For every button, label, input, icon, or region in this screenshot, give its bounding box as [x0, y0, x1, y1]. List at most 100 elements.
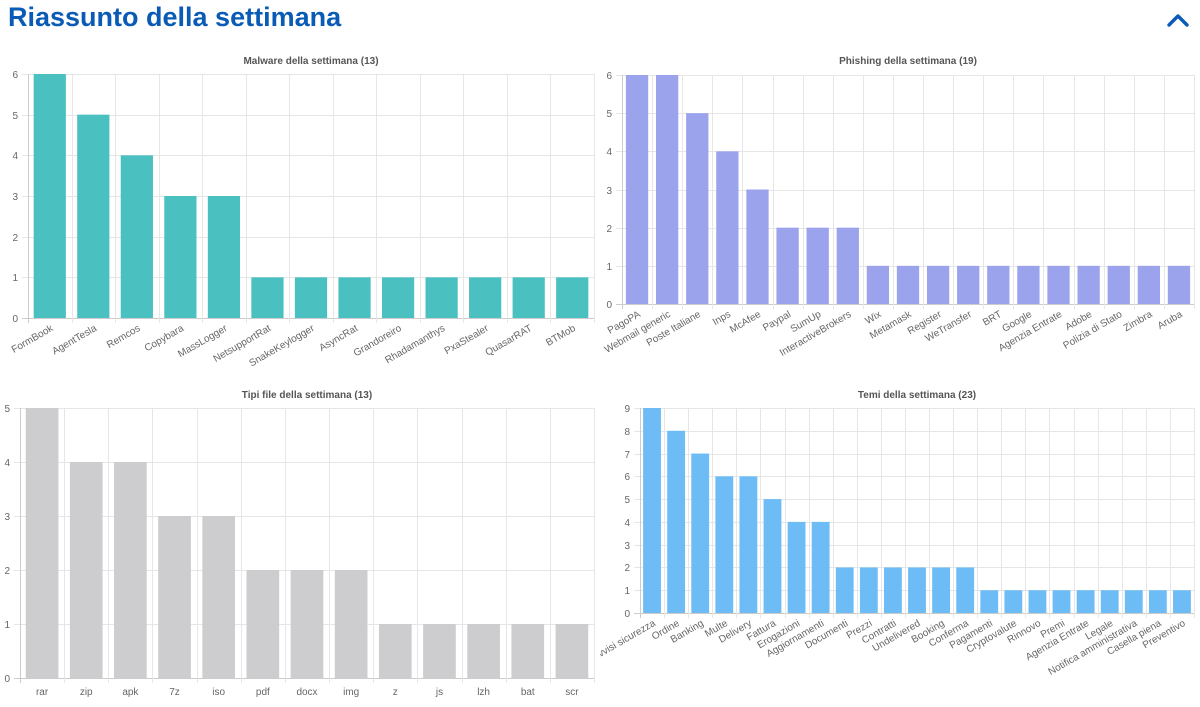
- bar-themes-18[interactable]: [1076, 590, 1095, 613]
- bar-themes-19[interactable]: [1100, 590, 1119, 613]
- page-title: Riassunto della settimana: [8, 2, 342, 32]
- x-tick-label: zip: [80, 687, 93, 698]
- bar-filetypes-12[interactable]: [555, 624, 589, 678]
- bar-phishing-5[interactable]: [776, 227, 799, 304]
- chevron-up-icon: [1167, 14, 1189, 27]
- bar-themes-4[interactable]: [739, 476, 758, 613]
- y-tick-label: 6: [12, 70, 18, 81]
- y-tick-label: 2: [4, 566, 10, 577]
- bar-themes-15[interactable]: [1004, 590, 1023, 613]
- bar-themes-2[interactable]: [691, 453, 710, 613]
- bar-malware-3[interactable]: [164, 196, 197, 318]
- bar-phishing-17[interactable]: [1137, 265, 1160, 304]
- bar-malware-10[interactable]: [469, 277, 502, 318]
- bar-phishing-15[interactable]: [1077, 265, 1100, 304]
- bar-malware-9[interactable]: [425, 277, 458, 318]
- bar-phishing-9[interactable]: [896, 265, 920, 304]
- bar-themes-3[interactable]: [715, 476, 734, 613]
- y-tick-label: 3: [606, 186, 612, 197]
- filetypes-chart-svg: Tipi file della settimana (13) 0 1 2 3 4 5 rar z…: [4, 390, 595, 698]
- x-tick-label: Zimbra: [1122, 309, 1155, 334]
- bar-malware-12[interactable]: [556, 277, 589, 318]
- bar-themes-14[interactable]: [980, 590, 999, 613]
- bar-malware-1[interactable]: [77, 114, 110, 319]
- y-tick-label: 6: [624, 472, 630, 483]
- bar-malware-6[interactable]: [294, 277, 328, 318]
- bar-themes-17[interactable]: [1052, 590, 1071, 613]
- bar-themes-0[interactable]: [643, 408, 661, 613]
- bar-themes-1[interactable]: [667, 430, 686, 613]
- y-tick-label: 1: [12, 273, 18, 284]
- bar-themes-13[interactable]: [956, 567, 975, 613]
- bar-themes-22[interactable]: [1173, 590, 1191, 613]
- bar-themes-21[interactable]: [1148, 590, 1167, 613]
- bar-filetypes-2[interactable]: [114, 462, 147, 678]
- bar-filetypes-1[interactable]: [69, 462, 103, 678]
- bar-phishing-0[interactable]: [625, 75, 649, 304]
- bar-themes-7[interactable]: [811, 521, 830, 613]
- bar-phishing-7[interactable]: [836, 227, 859, 304]
- bar-phishing-4[interactable]: [746, 189, 769, 305]
- bar-themes-10[interactable]: [884, 567, 902, 613]
- bar-filetypes-4[interactable]: [202, 516, 236, 678]
- bar-filetypes-6[interactable]: [290, 570, 324, 678]
- bar-malware-4[interactable]: [207, 196, 241, 318]
- bar-phishing-3[interactable]: [716, 151, 739, 304]
- bar-filetypes-10[interactable]: [467, 624, 500, 678]
- bar-themes-16[interactable]: [1028, 590, 1047, 613]
- bar-filetypes-7[interactable]: [334, 570, 368, 678]
- bar-malware-8[interactable]: [381, 277, 415, 318]
- chart-title: Temi della settimana (23): [858, 390, 976, 401]
- bar-malware-11[interactable]: [512, 277, 545, 318]
- bar-malware-5[interactable]: [251, 277, 284, 318]
- x-tick-label: BTMob: [544, 323, 578, 349]
- bar-phishing-18[interactable]: [1167, 265, 1191, 304]
- themes-chart-svg: Temi della settimana (23) 0 1 2 3 4 5 6 7 8 9 Avvis…: [600, 390, 1195, 678]
- bar-filetypes-0[interactable]: [25, 408, 59, 678]
- bar-filetypes-11[interactable]: [511, 624, 545, 678]
- bar-themes-11[interactable]: [908, 567, 926, 613]
- x-tick-label: QuasarRAT: [484, 323, 535, 359]
- y-tick-label: 1: [606, 262, 612, 273]
- y-tick-label: 5: [606, 109, 612, 120]
- y-tick-label: 4: [12, 151, 18, 162]
- chart-title: Phishing della settimana (19): [839, 56, 977, 67]
- bar-themes-6[interactable]: [787, 521, 806, 613]
- y-tick-label: 5: [12, 111, 18, 122]
- y-tick-label: 1: [4, 620, 10, 631]
- bar-filetypes-9[interactable]: [423, 624, 456, 678]
- x-tick-label: Remcos: [105, 323, 142, 351]
- phishing-chart-svg: Phishing della settimana (19)0123456Pago…: [603, 56, 1195, 359]
- bar-themes-12[interactable]: [932, 567, 950, 613]
- x-tick-label: docx: [296, 687, 317, 698]
- bar-phishing-10[interactable]: [926, 265, 950, 304]
- bar-filetypes-8[interactable]: [378, 624, 412, 678]
- bar-phishing-14[interactable]: [1047, 265, 1070, 304]
- bar-malware-0[interactable]: [33, 74, 66, 318]
- bar-phishing-13[interactable]: [1017, 265, 1040, 304]
- bar-phishing-2[interactable]: [686, 113, 709, 305]
- bar-phishing-12[interactable]: [987, 265, 1010, 304]
- bar-malware-2[interactable]: [120, 155, 153, 318]
- bar-filetypes-3[interactable]: [158, 516, 191, 678]
- y-tick-label: 1: [624, 586, 630, 597]
- bar-phishing-11[interactable]: [957, 265, 980, 304]
- bar-phishing-16[interactable]: [1107, 265, 1130, 304]
- x-tick-label: scr: [565, 687, 579, 698]
- y-tick-label: 4: [4, 458, 10, 469]
- bar-malware-7[interactable]: [338, 277, 371, 318]
- y-tick-label: 2: [624, 563, 630, 574]
- bar-phishing-1[interactable]: [656, 75, 679, 304]
- bar-themes-8[interactable]: [835, 567, 854, 613]
- collapse-button[interactable]: [1164, 6, 1192, 34]
- bar-themes-5[interactable]: [763, 499, 782, 613]
- bar-phishing-6[interactable]: [806, 227, 829, 304]
- y-tick-label: 0: [624, 609, 630, 620]
- y-tick-label: 9: [624, 404, 630, 415]
- bar-phishing-8[interactable]: [866, 265, 890, 304]
- x-tick-label: rar: [36, 687, 49, 698]
- bar-themes-9[interactable]: [859, 567, 878, 613]
- y-tick-label: 7: [624, 450, 630, 461]
- bar-filetypes-5[interactable]: [246, 570, 280, 678]
- bar-themes-20[interactable]: [1124, 590, 1143, 613]
